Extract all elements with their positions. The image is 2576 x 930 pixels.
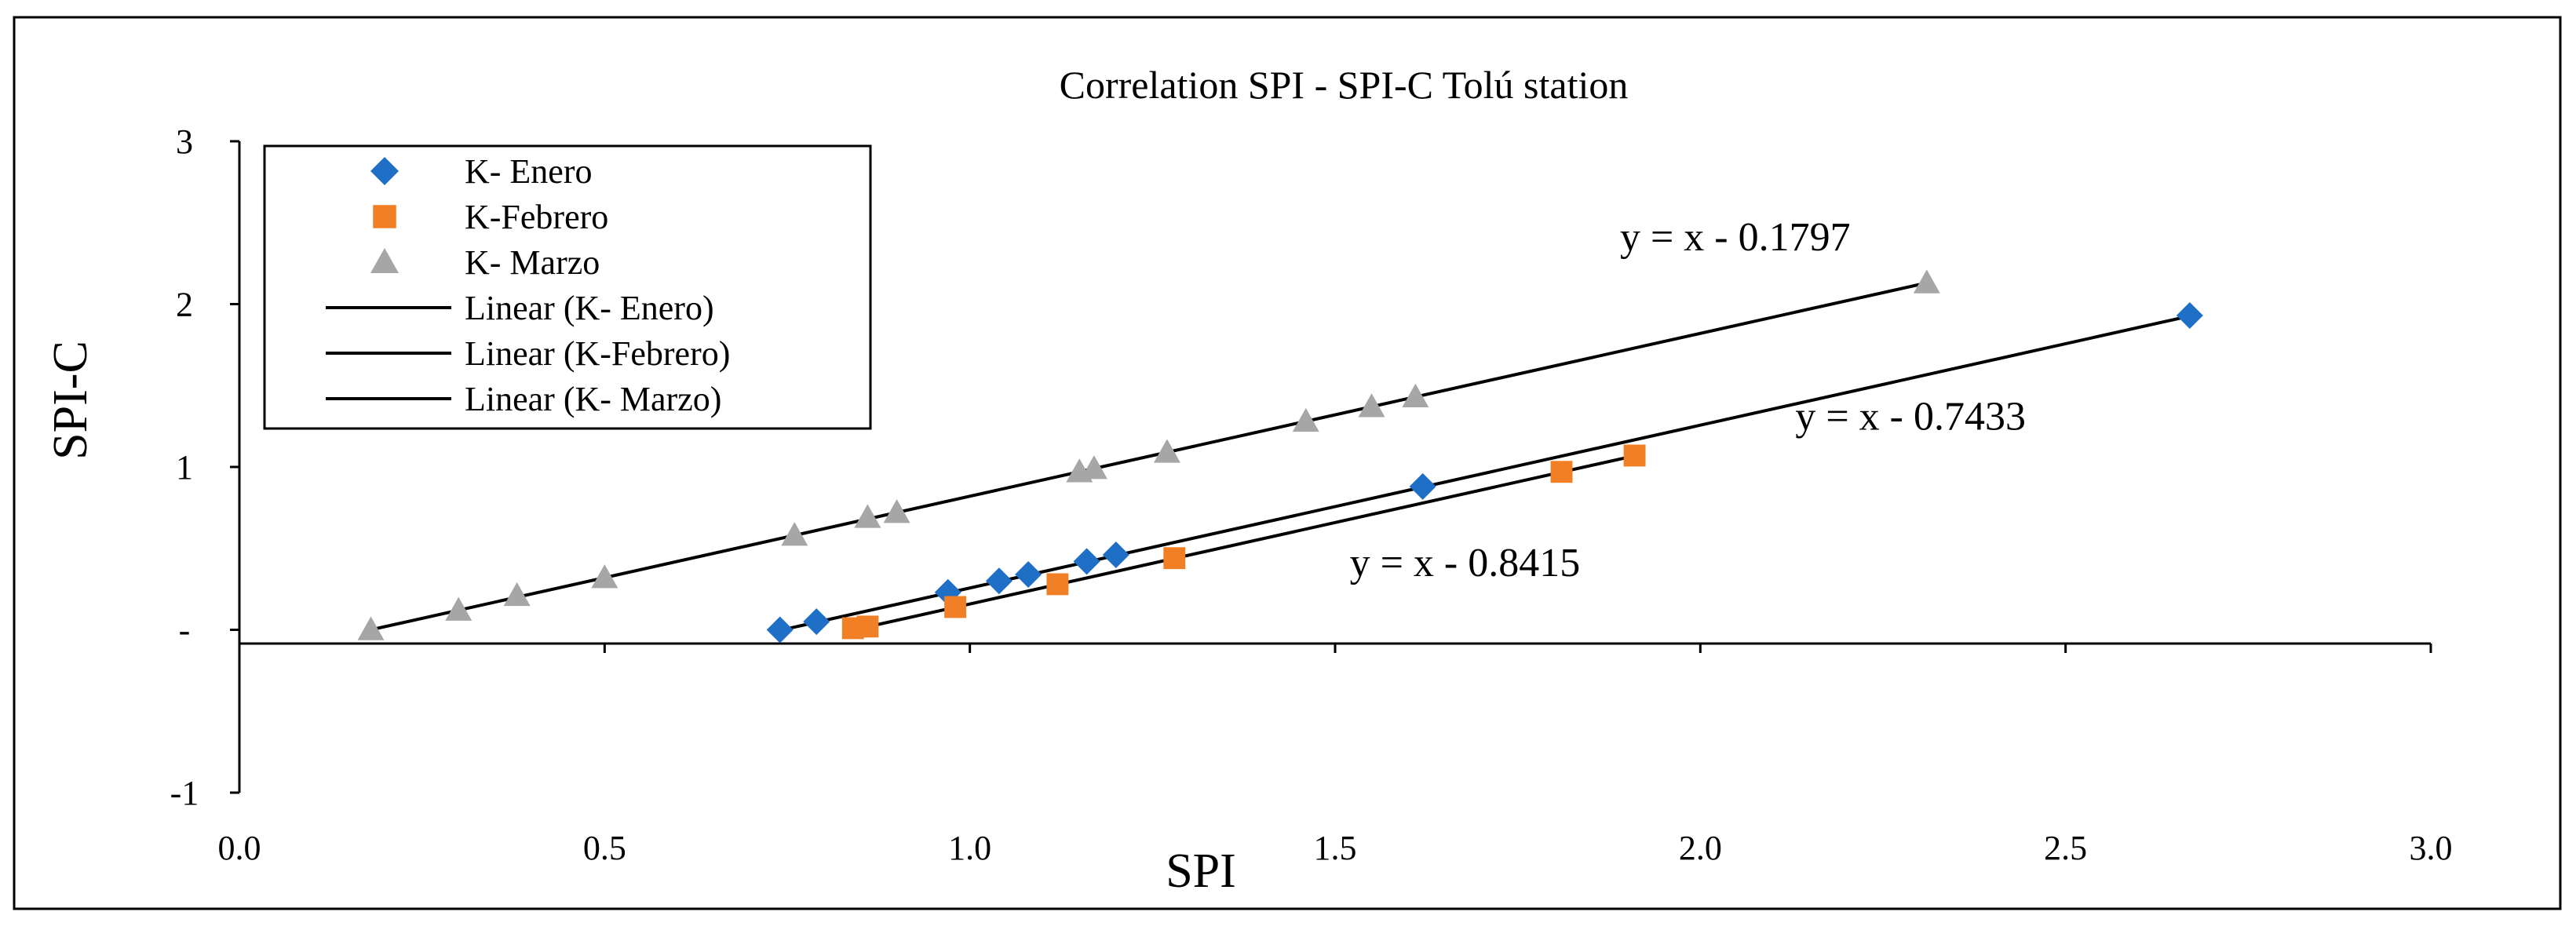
data-point — [1292, 407, 1319, 432]
legend-label: K-Febrero — [465, 198, 608, 236]
trendline-equations: y = x - 0.7433 y = x - 0.8415 y = x - 0.17… — [1350, 215, 2026, 585]
x-tick-label: 0.5 — [583, 829, 626, 867]
data-point — [856, 615, 879, 638]
data-point — [1153, 439, 1180, 463]
x-tick-label: 2.5 — [2044, 829, 2087, 867]
data-point — [2176, 302, 2203, 330]
legend-marker — [370, 157, 399, 185]
data-point — [445, 596, 473, 621]
data-points — [357, 269, 2203, 644]
legend-marker — [373, 205, 396, 228]
data-point — [1015, 560, 1042, 588]
data-point — [1102, 542, 1129, 569]
equation-label: y = x - 0.7433 — [1795, 394, 2026, 439]
y-tick-label: 1 — [176, 448, 193, 487]
y-tick-label: - — [179, 611, 191, 650]
data-point — [854, 504, 881, 528]
y-tick-label: -1 — [170, 774, 199, 812]
data-point — [1358, 393, 1385, 418]
trendlines — [370, 281, 2191, 633]
data-point — [1550, 461, 1573, 483]
y-tick-label: 2 — [176, 286, 193, 324]
equation-label: y = x - 0.8415 — [1350, 541, 1581, 585]
legend: K- Enero K-Febrero K- Marzo Linear (K- Ener… — [263, 144, 872, 430]
data-point — [944, 596, 966, 618]
data-point — [591, 564, 618, 589]
x-axis-ticks: 0.0 0.5 1.0 1.5 2.0 2.5 3.0 — [218, 644, 2453, 867]
legend-label: K- Marzo — [465, 243, 600, 282]
x-tick-label: 0.0 — [218, 829, 261, 867]
data-point — [1163, 547, 1186, 570]
equation-label: y = x - 0.1797 — [1620, 215, 1851, 260]
data-point — [985, 567, 1013, 595]
legend-box — [263, 144, 872, 430]
y-axis-ticks: -1-123 — [170, 122, 239, 812]
x-tick-label: 1.0 — [948, 829, 991, 867]
x-tick-label: 3.0 — [2410, 829, 2453, 867]
legend-marker — [370, 248, 399, 274]
trendline — [852, 454, 1636, 632]
data-point — [1409, 472, 1436, 500]
data-point — [1080, 455, 1107, 480]
data-point — [1402, 383, 1429, 408]
data-point — [357, 616, 385, 640]
legend-label: Linear (K-Febrero) — [465, 334, 730, 373]
data-point — [503, 582, 531, 607]
data-point — [883, 499, 910, 523]
trendline — [779, 314, 2191, 633]
data-point — [766, 616, 794, 644]
y-axis-title: SPI-C — [44, 341, 97, 460]
data-point — [781, 522, 808, 546]
legend-label: K- Enero — [465, 152, 593, 191]
y-tick-label: 3 — [176, 122, 193, 161]
chart-title: Correlation SPI - SPI-C Tolú station — [1060, 63, 1629, 107]
x-tick-label: 2.0 — [1679, 829, 1722, 867]
data-point — [1046, 573, 1069, 596]
data-point — [1913, 269, 1940, 294]
data-point — [803, 608, 830, 636]
trendline — [370, 281, 1928, 632]
data-point — [1623, 444, 1646, 467]
legend-label: Linear (K- Marzo) — [465, 380, 721, 418]
legend-label: Linear (K- Enero) — [465, 289, 714, 327]
data-point — [1073, 548, 1100, 575]
x-tick-label: 1.5 — [1314, 829, 1357, 867]
x-axis-title: SPI — [1166, 844, 1236, 898]
